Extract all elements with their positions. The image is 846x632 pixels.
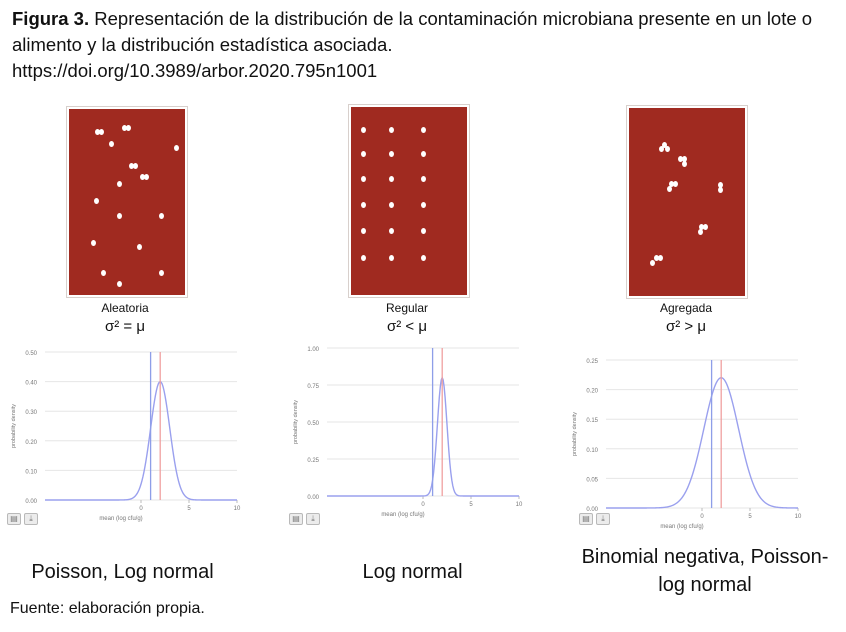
density-curve xyxy=(45,380,237,501)
plate-regular xyxy=(349,105,469,297)
y-tick-label: 0.75 xyxy=(307,384,319,390)
y-tick-label: 0.00 xyxy=(586,507,598,513)
x-tick-label: 0 xyxy=(421,502,425,508)
y-tick-label: 0.00 xyxy=(25,499,37,505)
download-icon[interactable]: ⤓ xyxy=(596,513,610,525)
x-tick-label: 5 xyxy=(748,514,752,520)
x-axis-label: mean (log cfu/g) xyxy=(99,516,142,522)
y-tick-label: 0.30 xyxy=(25,410,37,416)
y-axis-label: probability density xyxy=(11,404,17,448)
x-tick-label: 10 xyxy=(234,506,241,512)
distribution-label: Poisson, Log normal xyxy=(31,561,214,583)
y-tick-label: 0.15 xyxy=(586,418,598,424)
variance-relation: σ² > μ xyxy=(666,318,706,335)
x-tick-label: 0 xyxy=(139,506,143,512)
variance-relation: σ² = μ xyxy=(105,318,145,335)
density-curve xyxy=(327,375,519,497)
figure-label: Figura 3. xyxy=(12,8,90,29)
y-tick-label: 0.50 xyxy=(307,421,319,427)
plate-aggregated xyxy=(627,106,747,298)
x-tick-label: 10 xyxy=(795,514,802,520)
y-tick-label: 0.50 xyxy=(25,351,37,357)
density-chart-random: 0.00 0.10 0.20 0.30 0.40 0.50 0 5 10 mean (log cf… xyxy=(11,351,241,522)
doi-link[interactable]: https://doi.org/10.3989/arbor.2020.795n1… xyxy=(12,60,378,81)
y-axis-label: probability density xyxy=(293,400,299,444)
source-note: Fuente: elaboración propia. xyxy=(10,600,205,617)
plate-random xyxy=(67,107,187,297)
y-tick-label: 0.25 xyxy=(307,458,319,464)
y-tick-label: 0.20 xyxy=(586,389,598,395)
density-chart-regular: 0.00 0.25 0.50 0.75 1.00 0 5 10 mean (log cfu/g)… xyxy=(293,347,523,518)
y-tick-label: 0.10 xyxy=(25,469,37,475)
x-axis-label: mean (log cfu/g) xyxy=(381,512,424,518)
distribution-label: Binomial negativa, Poisson- log normal xyxy=(560,543,846,599)
caption-text: Representación de la distribución de la … xyxy=(12,8,813,55)
download-icon[interactable]: ⤓ xyxy=(24,513,38,525)
y-tick-label: 0.00 xyxy=(307,495,319,501)
x-tick-label: 5 xyxy=(469,502,473,508)
distribution-label-line: log normal xyxy=(658,574,752,596)
y-axis-label: probability density xyxy=(572,412,578,456)
y-tick-label: 0.10 xyxy=(586,448,598,454)
y-tick-label: 0.40 xyxy=(25,381,37,387)
print-icon[interactable]: ▤ xyxy=(289,513,303,525)
panel-title: Regular xyxy=(385,301,429,315)
variance-relation: σ² < μ xyxy=(387,318,427,335)
panel-title: Agregada xyxy=(659,301,713,315)
x-tick-label: 0 xyxy=(700,514,704,520)
density-curve xyxy=(606,377,798,509)
panel-title: Aleatoria xyxy=(101,301,149,315)
print-icon[interactable]: ▤ xyxy=(7,513,21,525)
x-axis-label: mean (log cfu/g) xyxy=(660,524,703,530)
print-icon[interactable]: ▤ xyxy=(579,513,593,525)
y-tick-label: 1.00 xyxy=(307,347,319,353)
x-tick-label: 5 xyxy=(187,506,191,512)
distribution-label: Log normal xyxy=(362,561,463,583)
x-tick-label: 10 xyxy=(516,502,523,508)
y-tick-label: 0.05 xyxy=(586,477,598,483)
figure-caption: Figura 3. Representación de la distribuc… xyxy=(12,6,842,84)
distribution-label-line: Binomial negativa, Poisson- xyxy=(581,546,829,568)
y-tick-label: 0.25 xyxy=(586,359,598,365)
density-chart-aggregated: 0.00 0.05 0.10 0.15 0.20 0.25 0 5 10 mean (log cf… xyxy=(572,359,802,530)
download-icon[interactable]: ⤓ xyxy=(306,513,320,525)
y-tick-label: 0.20 xyxy=(25,440,37,446)
